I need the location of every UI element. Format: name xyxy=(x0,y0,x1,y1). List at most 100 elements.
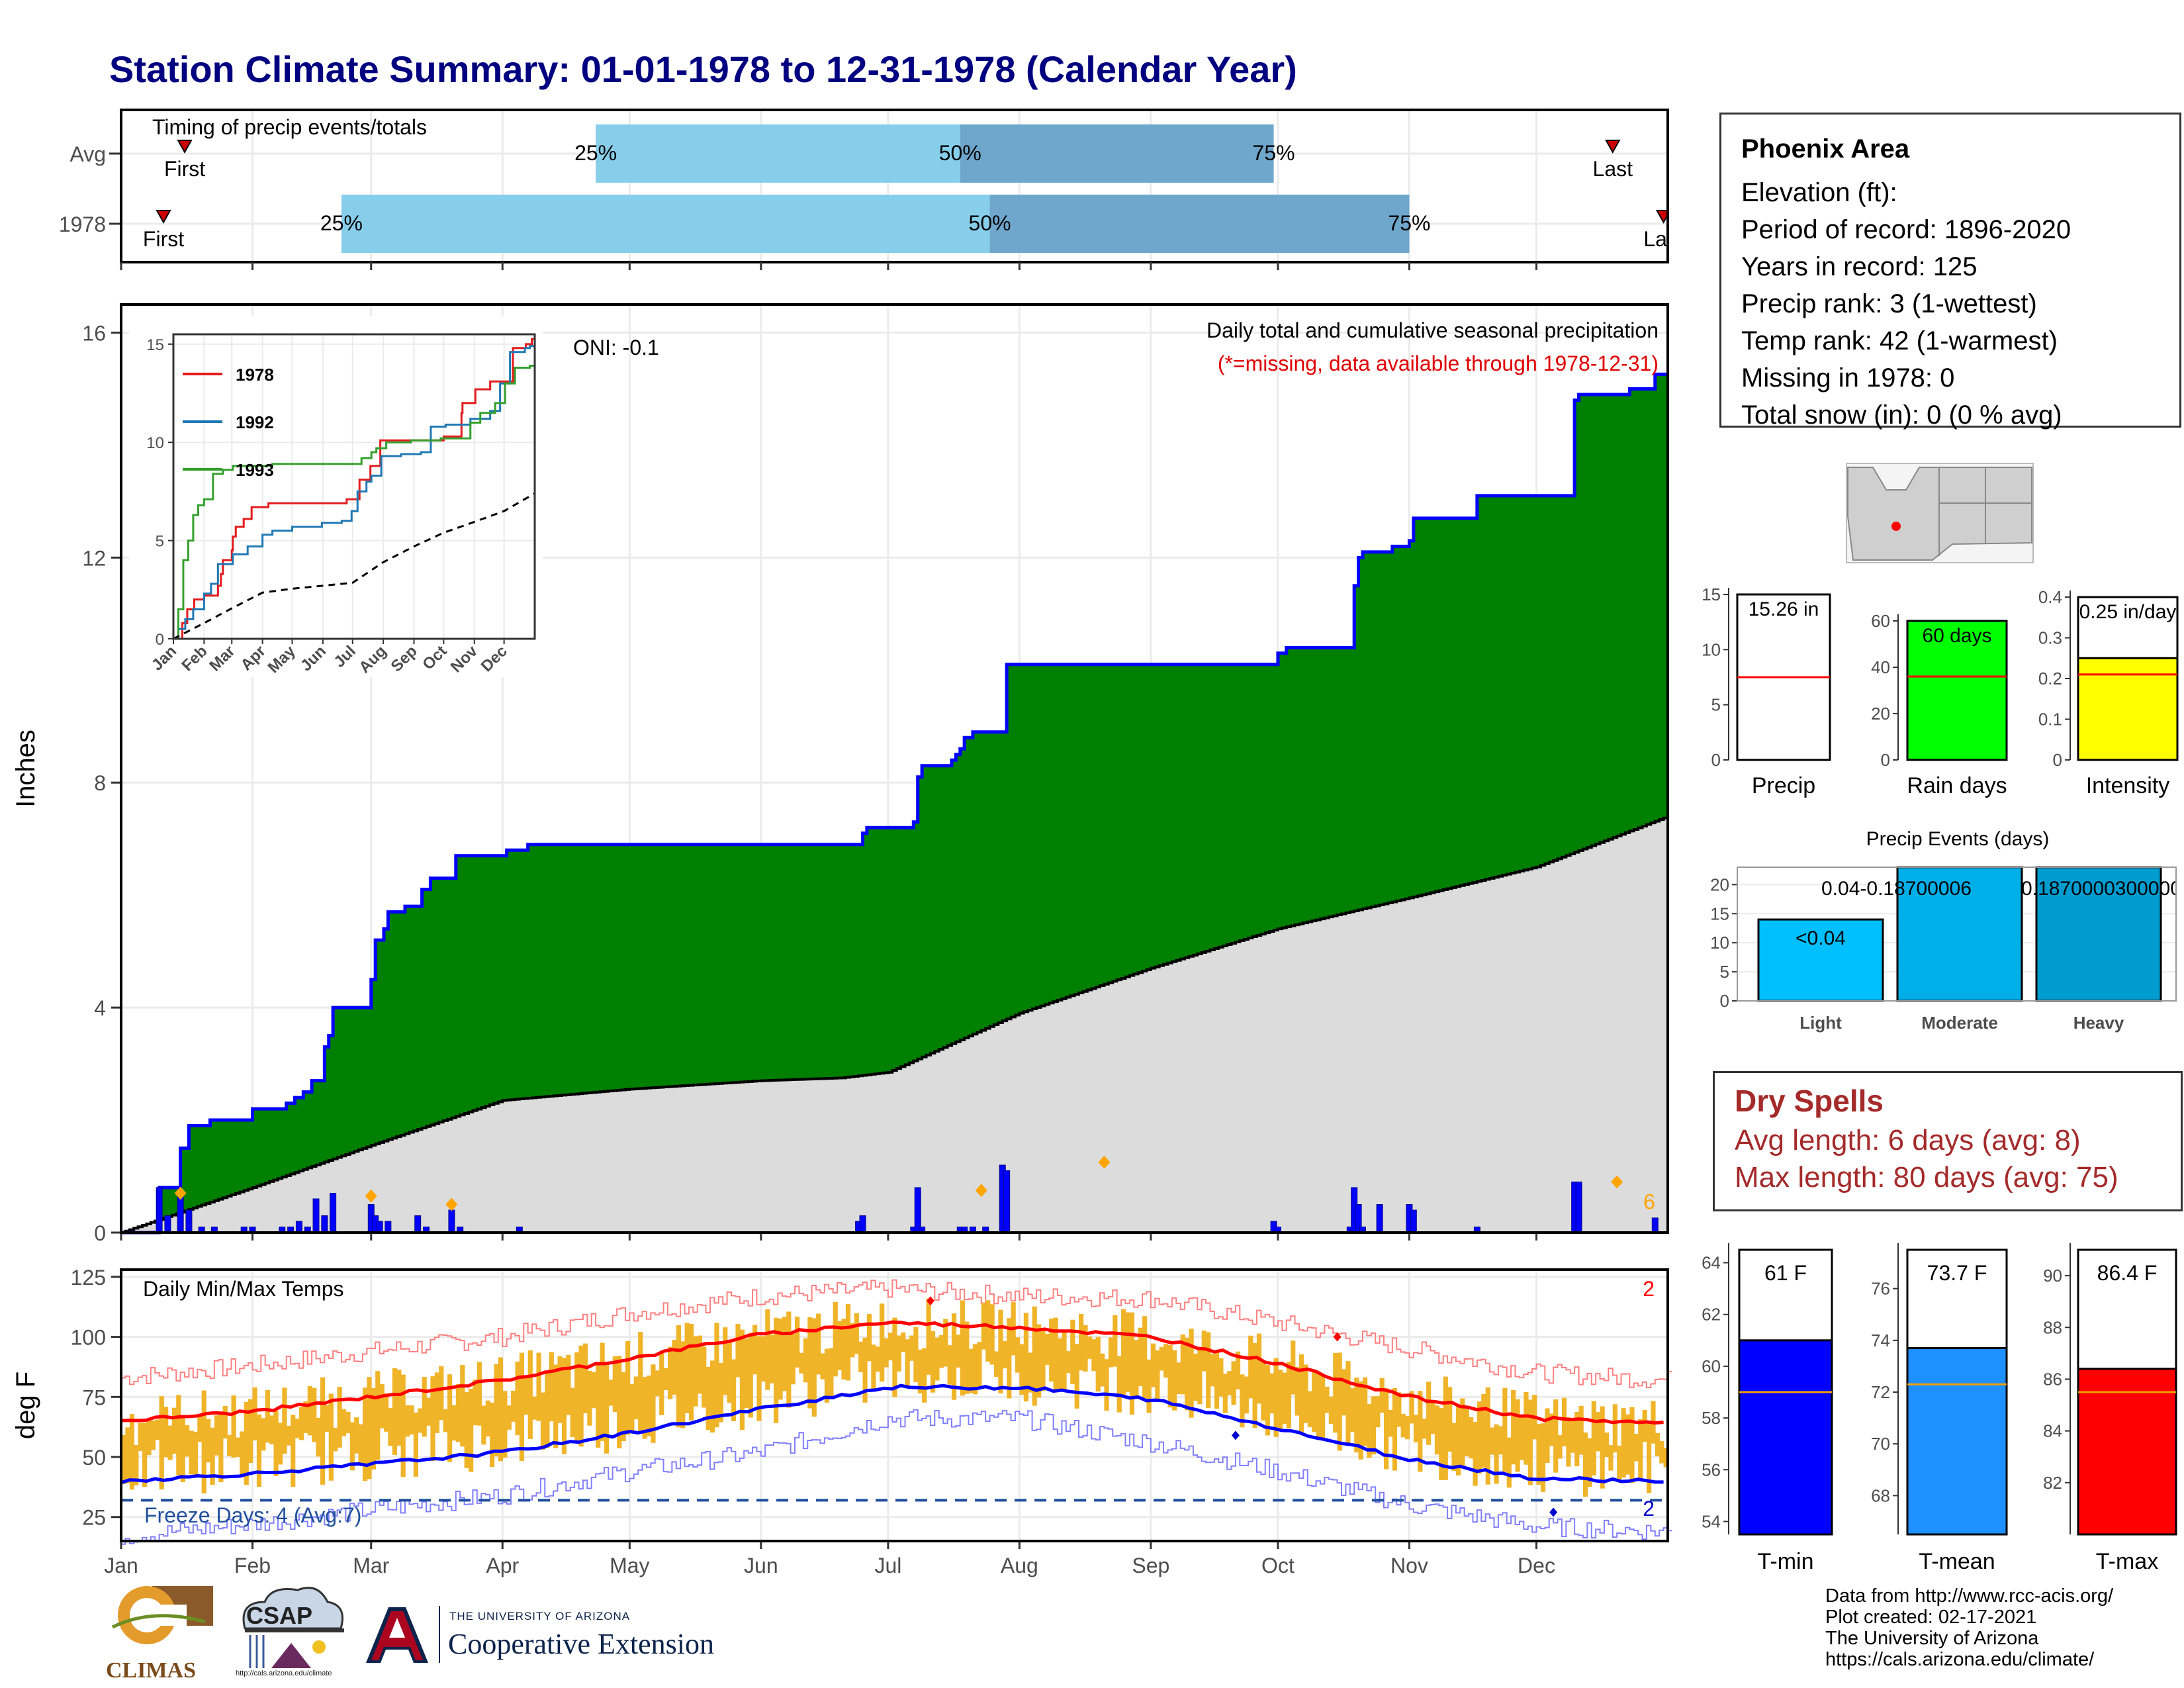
temp-summary-value-label: 86.4 F xyxy=(2097,1261,2158,1285)
timeline-row-label: Avg xyxy=(69,142,106,166)
daily-temp-bar xyxy=(519,1352,525,1461)
daily-temp-bar xyxy=(947,1345,952,1385)
daily-temp-bar xyxy=(1269,1373,1275,1414)
daily-temp-bar xyxy=(404,1405,410,1437)
daily-temp-bar xyxy=(596,1364,601,1448)
events-bar-label: <0.04 xyxy=(1796,927,1846,949)
daily-temp-bar xyxy=(748,1333,753,1418)
dry-spells-box: Dry Spells Avg length: 6 days (avg: 8) M… xyxy=(1713,1071,2183,1211)
inset-series-line xyxy=(173,338,536,640)
daily-temp-bar xyxy=(820,1353,825,1380)
timeline-first-label: First xyxy=(143,227,184,251)
daily-temp-bar xyxy=(880,1303,885,1382)
timeline-edge-mask xyxy=(1669,107,1715,265)
daily-temp-bar xyxy=(261,1418,266,1451)
temp-summary-2-ytick-label: 82 xyxy=(2043,1473,2062,1493)
daily-temp-bar xyxy=(545,1372,550,1448)
daily-temp-bar xyxy=(1265,1365,1270,1436)
summary-2-ytick-label: 0 xyxy=(2053,750,2062,770)
climas-logo: CLIMAS xyxy=(106,1581,218,1683)
daily-temp-bar xyxy=(210,1427,215,1485)
summary-0-ytick-label: 15 xyxy=(1702,585,1721,604)
daily-temp-bar xyxy=(1481,1393,1486,1468)
daily-temp-bar xyxy=(324,1405,330,1432)
temp-ytick-label: 75 xyxy=(82,1385,106,1409)
timeline-q2-bar xyxy=(960,124,1274,183)
daily-temp-bar xyxy=(1561,1397,1567,1446)
ua-big-text: Cooperative Extension xyxy=(448,1628,715,1660)
daily-temp-bar xyxy=(566,1354,571,1415)
credit-source: Data from http://www.rcc-acis.org/ xyxy=(1825,1585,2114,1607)
credit-date: Plot created: 02-17-2021 xyxy=(1825,1607,2037,1628)
daily-temp-bar xyxy=(786,1311,792,1408)
daily-temp-bar xyxy=(379,1383,385,1429)
summary-1-value-bar xyxy=(1906,620,2008,761)
temp-summary-2-ytick-label: 84 xyxy=(2043,1421,2062,1441)
inset-ytick-label: 15 xyxy=(146,336,164,354)
daily-temp-bar xyxy=(1167,1344,1173,1408)
events-bar xyxy=(2035,866,2162,1002)
daily-temp-bar xyxy=(1104,1359,1109,1411)
daily-temp-bar xyxy=(426,1397,432,1426)
daily-temp-bar xyxy=(1638,1419,1643,1478)
daily-temp-bar xyxy=(392,1368,397,1455)
daily-precip-bar xyxy=(414,1215,422,1233)
daily-temp-bar xyxy=(845,1303,851,1381)
daily-temp-bar xyxy=(354,1417,359,1454)
daily-temp-bar xyxy=(1557,1435,1563,1459)
daily-precip-bar xyxy=(1410,1209,1417,1233)
daily-temp-bar xyxy=(1642,1410,1647,1442)
temp-summary-0-ytick-label: 64 xyxy=(1702,1253,1721,1273)
extreme-precip-marker xyxy=(365,1189,377,1203)
daily-temp-bar xyxy=(1451,1423,1457,1472)
temp-summary-2-ytick-label: 88 xyxy=(2043,1317,2062,1337)
daily-temp-bar xyxy=(1180,1334,1185,1395)
daily-temp-bar xyxy=(1574,1411,1580,1466)
daily-temp-bar xyxy=(460,1364,465,1447)
daily-temp-bar xyxy=(756,1336,762,1421)
daily-temp-bar xyxy=(1608,1445,1614,1471)
temp-summary-0-value-bar xyxy=(1738,1339,1833,1536)
daily-temp-bar xyxy=(1566,1417,1571,1467)
daily-temp-bar xyxy=(875,1346,880,1372)
daily-temp-bar xyxy=(1629,1407,1635,1483)
daily-temp-bar xyxy=(155,1419,160,1440)
summary-1-ytick-label: 40 xyxy=(1871,657,1890,677)
summary-bars: 0 5 10 15 15.26 in Precip 0 20 40 60 60 days Rain d… xyxy=(1702,585,2179,798)
daily-temp-bar xyxy=(1197,1349,1203,1405)
daily-precip-bar xyxy=(1575,1182,1582,1233)
daily-temp-bar xyxy=(244,1401,249,1485)
daily-temp-bar xyxy=(680,1341,686,1429)
daily-temp-bar xyxy=(1434,1405,1440,1455)
daily-temp-bar xyxy=(1231,1361,1236,1405)
daily-temp-bar xyxy=(638,1332,643,1432)
daily-temp-bar xyxy=(1248,1335,1253,1399)
daily-temp-bar xyxy=(1600,1406,1605,1489)
events-ytick-label: 20 xyxy=(1710,874,1729,894)
daily-temp-bar xyxy=(252,1387,257,1441)
temp-summary-category-label: T-max xyxy=(2096,1549,2158,1574)
daily-temp-bar xyxy=(1142,1316,1148,1399)
daily-temp-bar xyxy=(901,1332,906,1352)
daily-temp-bar xyxy=(1633,1434,1639,1462)
daily-temp-bar xyxy=(481,1405,486,1445)
daily-temp-bar xyxy=(778,1318,783,1400)
daily-temp-bar xyxy=(570,1387,575,1438)
daily-temp-bar xyxy=(485,1400,490,1437)
daily-temp-bar xyxy=(1087,1336,1093,1359)
credit-university: The University of Arizona xyxy=(1825,1628,2039,1649)
daily-temp-bar xyxy=(1578,1405,1584,1455)
record-tmin-line xyxy=(121,1409,1672,1545)
daily-temp-bar xyxy=(799,1352,804,1374)
daily-temp-bar xyxy=(185,1425,190,1457)
temp-xtick-label: Feb xyxy=(234,1554,271,1577)
precip-border xyxy=(120,303,1669,1234)
events-category-label: Moderate xyxy=(1921,1013,1998,1033)
daily-temp-bar xyxy=(1303,1364,1308,1423)
daily-temp-bar xyxy=(349,1422,355,1471)
timeline-first-label: First xyxy=(164,157,205,181)
daily-temp-bar xyxy=(574,1352,580,1443)
daily-temp-bar xyxy=(273,1411,279,1476)
